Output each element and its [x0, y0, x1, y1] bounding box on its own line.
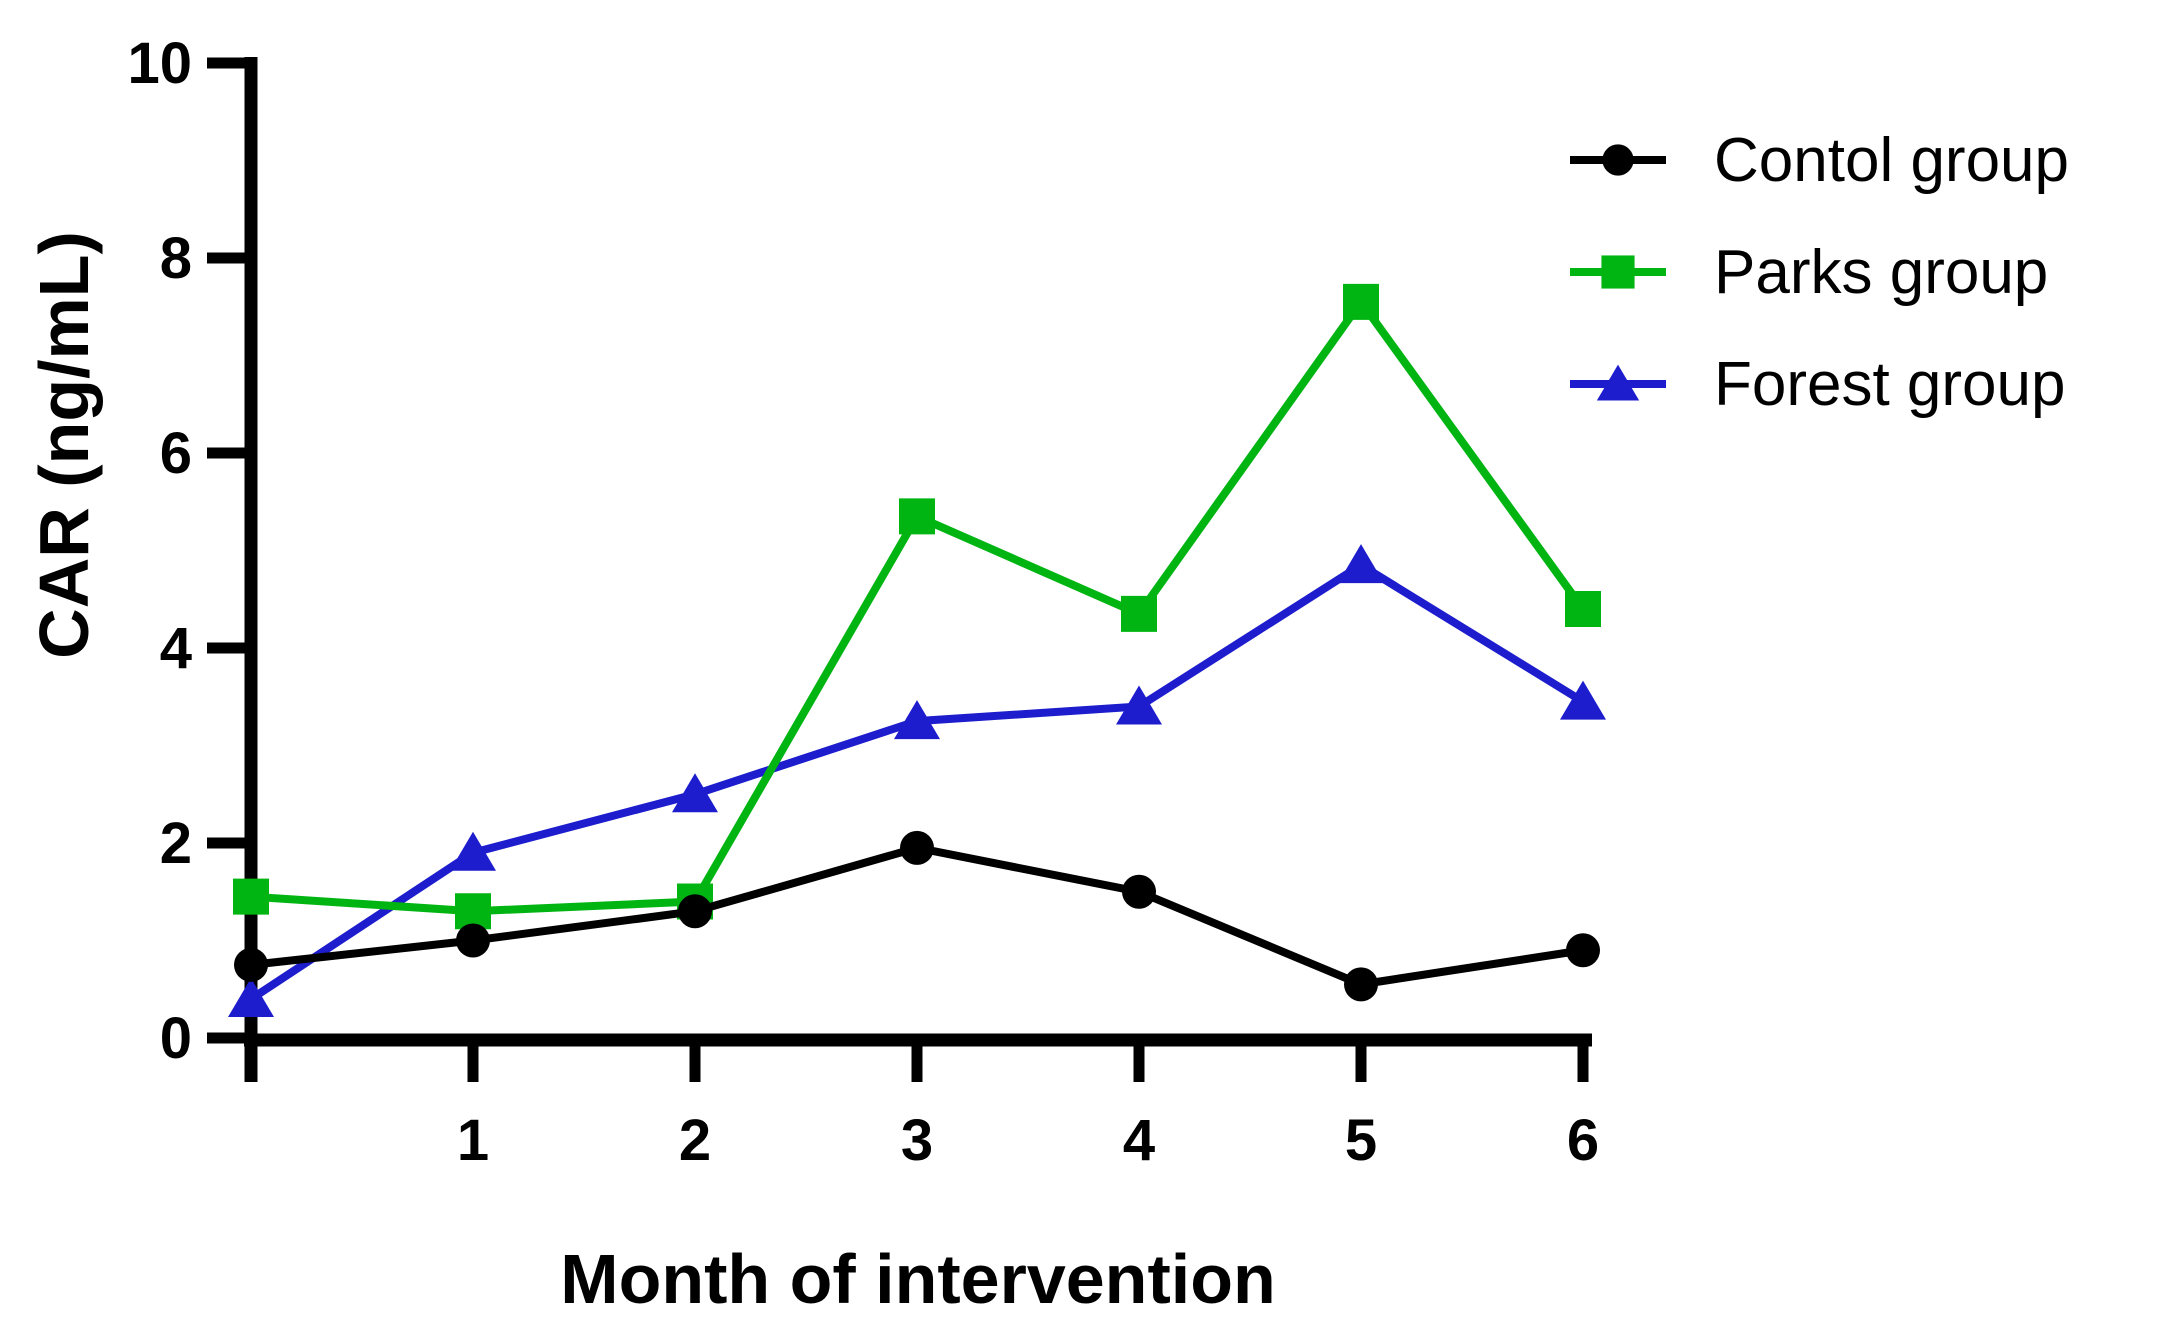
data-point-marker-triangle [672, 773, 718, 813]
y-tick-label: 6 [160, 421, 192, 486]
x-axis-title: Month of intervention [560, 1240, 1275, 1318]
data-point-marker-square [455, 893, 491, 930]
data-point-marker-square [233, 878, 269, 915]
data-point-marker-circle [234, 947, 268, 982]
y-axis-title: CAR (ng/mL) [25, 231, 103, 659]
x-tick-label: 3 [901, 1108, 933, 1173]
x-tick-label: 6 [1567, 1108, 1599, 1173]
data-point-marker-circle [900, 830, 934, 865]
series-line [248, 560, 1586, 1003]
data-point-marker-triangle [1560, 680, 1606, 720]
y-tick-label: 4 [160, 616, 192, 681]
data-point-marker-triangle [450, 831, 496, 871]
data-point-marker-triangle [1338, 544, 1384, 584]
data-point-marker-circle [1122, 874, 1156, 909]
data-point-marker-square [1121, 595, 1157, 632]
data-point-marker-square [1565, 591, 1601, 627]
x-tick-label: 1 [457, 1108, 489, 1173]
data-point-marker-triangle [228, 978, 274, 1017]
legend-item-forest-group: Forest group [1570, 350, 2066, 419]
x-tick-label: 5 [1345, 1108, 1377, 1173]
data-point-marker-square [899, 498, 935, 535]
series-forest-group [228, 544, 1606, 1017]
data-point-marker-triangle [1116, 685, 1162, 725]
y-tick-label: 0 [160, 1006, 192, 1071]
x-tick-label: 4 [1123, 1108, 1155, 1173]
series-line [250, 295, 1587, 916]
y-tick-label: 10 [127, 31, 192, 96]
legend-label: Contol group [1714, 126, 2069, 195]
y-tick-label: 2 [160, 811, 192, 876]
data-point-marker-circle [1602, 144, 1634, 176]
legend-item-contol-group: Contol group [1570, 126, 2069, 195]
data-point-marker-circle [1344, 967, 1378, 1002]
series-parks-group [233, 283, 1601, 930]
x-tick-label: 2 [679, 1108, 711, 1173]
y-tick-label: 8 [160, 226, 192, 291]
data-point-marker-circle [1566, 933, 1600, 968]
series-contol-group [234, 830, 1600, 1002]
data-point-marker-triangle [1596, 364, 1640, 401]
data-point-marker-circle [456, 923, 490, 958]
data-point-marker-square [1601, 255, 1635, 289]
legend-label: Parks group [1714, 238, 2048, 307]
data-point-marker-circle [678, 894, 712, 929]
data-point-marker-square [1343, 283, 1379, 320]
legend: Contol group Parks group Forest group [1570, 126, 2069, 419]
data-series [228, 283, 1606, 1017]
legend-label: Forest group [1714, 350, 2066, 419]
data-point-marker-triangle [894, 700, 940, 740]
legend-item-parks-group: Parks group [1570, 238, 2048, 307]
